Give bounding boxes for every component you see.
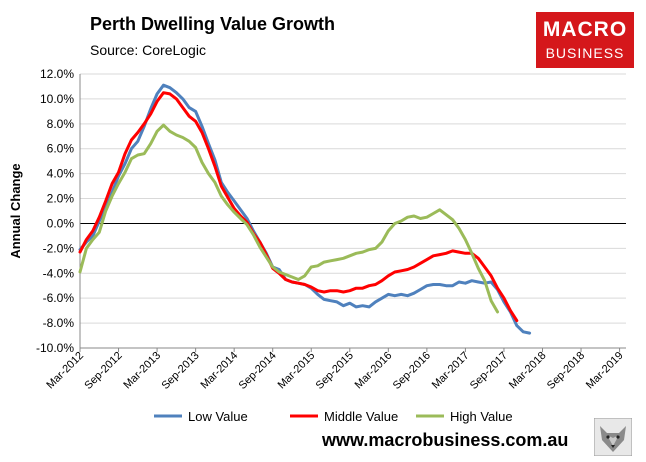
y-tick-label: 6.0% — [47, 142, 75, 156]
series-line-high-value — [78, 123, 499, 314]
x-tick-label: Mar-2013 — [121, 350, 163, 392]
x-tick-label: Sep-2017 — [468, 350, 510, 392]
legend-label-high-value: High Value — [450, 409, 513, 424]
y-tick-label: 10.0% — [40, 92, 74, 106]
x-tick-label: Mar-2017 — [430, 350, 472, 392]
chart-source: Source: CoreLogic — [90, 42, 206, 58]
x-tick-label: Mar-2016 — [353, 350, 395, 392]
legend-label-low-value: Low Value — [188, 409, 248, 424]
macrobusiness-logo: MACRO BUSINESS — [536, 12, 634, 68]
logo-line-2: BUSINESS — [545, 45, 625, 61]
y-tick-label: 0.0% — [47, 216, 75, 230]
x-tick-label: Mar-2018 — [507, 350, 549, 392]
x-tick-label: Mar-2019 — [584, 350, 626, 392]
website-url[interactable]: www.macrobusiness.com.au — [322, 430, 569, 450]
x-tick-label: Sep-2015 — [314, 350, 356, 392]
y-axis-title: Annual Change — [8, 163, 23, 258]
y-tick-label: 12.0% — [40, 67, 74, 81]
legend-label-middle-value: Middle Value — [324, 409, 398, 424]
x-tick-label: Sep-2013 — [160, 350, 202, 392]
y-tick-label: -10.0% — [36, 341, 74, 355]
series-line-middle-value — [78, 91, 519, 323]
y-tick-label: 8.0% — [47, 117, 75, 131]
y-tick-label: 4.0% — [47, 167, 75, 181]
x-tick-label: Sep-2012 — [82, 350, 124, 392]
y-tick-label: -4.0% — [43, 266, 75, 280]
logo-line-1: MACRO — [542, 18, 628, 41]
series-line-low-value — [78, 83, 532, 335]
x-tick-label: Sep-2014 — [237, 350, 279, 392]
x-tick-label: Mar-2015 — [276, 350, 318, 392]
x-tick-label: Mar-2014 — [199, 350, 241, 392]
wolf-icon — [594, 418, 632, 456]
x-tick-label: Mar-2012 — [44, 350, 86, 392]
x-tick-label: Sep-2018 — [545, 350, 587, 392]
y-tick-label: -8.0% — [43, 316, 75, 330]
y-tick-label: 2.0% — [47, 192, 75, 206]
x-tick-label: Sep-2016 — [391, 350, 433, 392]
chart-title: Perth Dwelling Value Growth — [90, 14, 336, 34]
y-tick-label: -6.0% — [43, 291, 75, 305]
y-tick-label: -2.0% — [43, 241, 75, 255]
